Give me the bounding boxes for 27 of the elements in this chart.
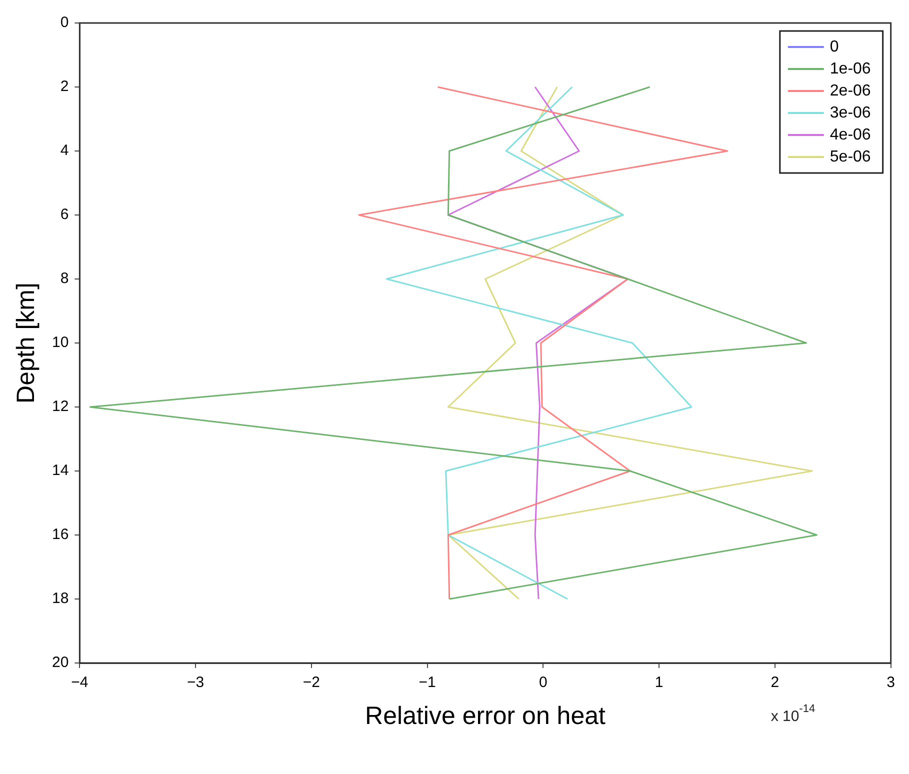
y-tick-label: 14: [52, 462, 69, 480]
y-tick-label: 6: [60, 206, 69, 224]
y-tick-label: 8: [60, 270, 69, 288]
x-tick-label: 3: [886, 674, 895, 692]
x-tick-label: 1: [654, 674, 664, 692]
y-tick-label: 2: [60, 78, 69, 96]
x-tick-label: 0: [539, 674, 548, 692]
y-tick-label: 18: [52, 590, 69, 608]
x-tick-label: −2: [302, 674, 320, 692]
y-tick-label: 4: [60, 142, 69, 160]
x-axis-title: Relative error on heat: [365, 702, 606, 730]
y-tick-label: 0: [60, 14, 69, 32]
x-tick-label: −4: [71, 674, 88, 692]
y-axis-title: Depth [km]: [12, 282, 40, 404]
y-tick-label: 16: [52, 526, 69, 544]
legend-label: 3e-06: [830, 104, 871, 122]
x-tick-label: 2: [770, 674, 780, 692]
legend-label: 1e-06: [830, 60, 871, 78]
legend-label: 2e-06: [830, 82, 871, 100]
x-tick-label: −3: [187, 674, 204, 692]
legend-label: 5e-06: [830, 148, 871, 166]
y-tick-label: 10: [52, 334, 69, 352]
y-tick-label: 20: [52, 654, 69, 672]
legend-label: 0: [830, 38, 839, 56]
y-tick-label: 12: [52, 398, 69, 416]
x-tick-label: −1: [418, 674, 436, 692]
legend-label: 4e-06: [830, 126, 871, 144]
